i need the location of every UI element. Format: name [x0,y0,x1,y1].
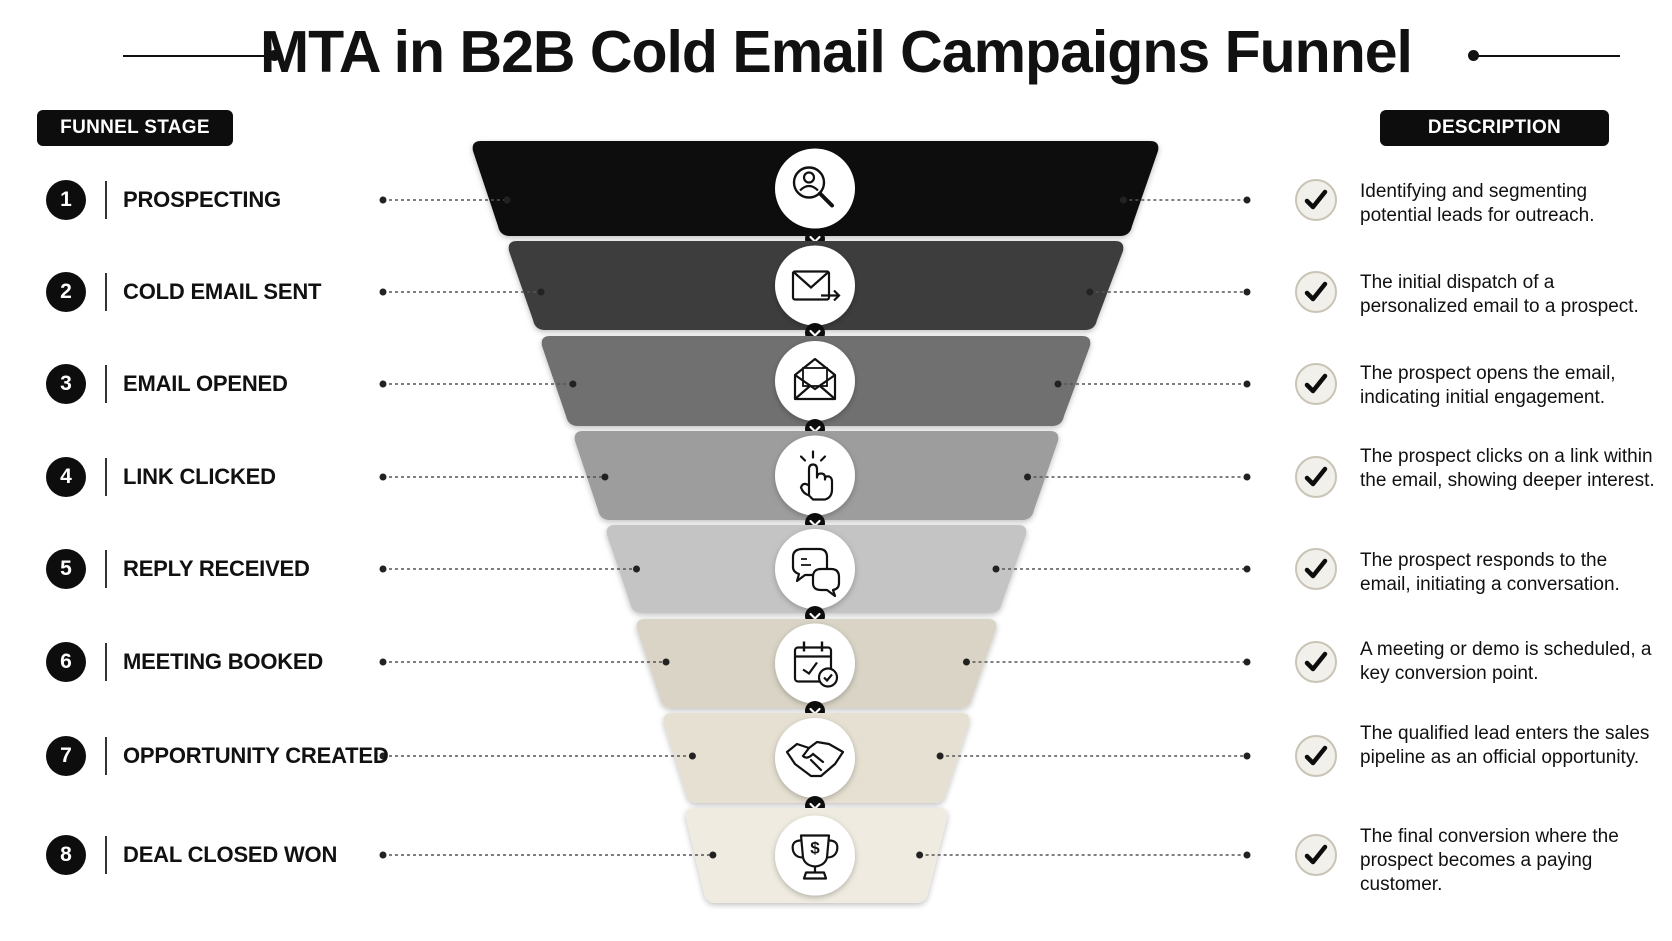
check-icon [1295,456,1337,498]
stage-number-5: 5 [46,549,86,589]
title-rule-left [123,55,275,57]
search-user-icon [775,148,855,229]
stage-separator [105,273,107,311]
stage-number-8: 8 [46,835,86,875]
stage-description-5: The prospect responds to the email, init… [1360,550,1620,595]
connector-right-dot-2 [1243,288,1251,296]
connector-right-dot-4 [1243,473,1251,481]
page-title: MTA in B2B Cold Email Campaigns Funnel [260,19,1413,85]
title-rule-right-dot [1468,50,1479,61]
connector-right-end-5 [992,565,1000,573]
stage-label-4: LINK CLICKED [123,464,276,489]
stage-label-7: OPPORTUNITY CREATED [123,743,389,768]
check-icon [1295,179,1337,221]
stage-separator [105,836,107,874]
connector-right-dot-6 [1243,658,1251,666]
stage-description-3: The prospect opens the email, indicating… [1360,363,1616,408]
connector-left-end-6 [662,658,670,666]
stage-description-1: Identifying and segmenting potential lea… [1360,181,1595,226]
connector-left-dot-3 [379,380,387,388]
trophy-dollar-icon: $ [775,815,855,896]
title-rule-right [1474,55,1620,57]
chat-bubbles-icon [775,529,855,609]
connector-left-dot-2 [379,288,387,296]
stage-separator [105,458,107,496]
connector-left-end-7 [688,752,696,760]
check-icon [1295,735,1337,777]
connector-left-dot-7 [379,752,387,760]
connector-right-dot-7 [1243,752,1251,760]
hand-click-icon [775,435,855,516]
connector-left-dot-5 [379,565,387,573]
connector-right-dot-5 [1243,565,1251,573]
stage-label-6: MEETING BOOKED [123,649,324,674]
handshake-icon [775,718,855,798]
title-rule-left-dot [269,50,280,61]
stage-number-3: 3 [46,364,86,404]
open-envelope-icon [775,341,855,421]
stage-separator [105,737,107,775]
connector-left-dot-8 [379,851,387,859]
connector-right-end-3 [1054,380,1062,388]
description-header: DESCRIPTION [1380,110,1609,146]
stage-separator [105,181,107,219]
calendar-check-icon [775,623,855,704]
connector-left-dot-6 [379,658,387,666]
connector-left-dot-4 [379,473,387,481]
connector-right-end-6 [962,658,970,666]
connector-right-dot-8 [1243,851,1251,859]
stage-number-1: 1 [46,180,86,220]
stage-number-2: 2 [46,272,86,312]
stage-number-7: 7 [46,736,86,776]
stage-separator [105,365,107,403]
check-icon [1295,834,1337,876]
stage-separator [105,550,107,588]
funnel-stage-header: FUNNEL STAGE [37,110,233,146]
connector-left-end-1 [503,196,511,204]
stage-label-3: EMAIL OPENED [123,371,288,396]
stage-description-7: The qualified lead enters the sales pipe… [1360,723,1650,768]
connector-left-end-3 [569,380,577,388]
stage-label-8: DEAL CLOSED WON [123,842,338,867]
stage-label-2: COLD EMAIL SENT [123,279,322,304]
check-icon [1295,363,1337,405]
svg-text:$: $ [810,839,820,858]
connector-left-end-4 [601,473,609,481]
check-icon [1295,641,1337,683]
connector-left-end-5 [633,565,640,573]
connector-right-end-4 [1024,473,1032,481]
stage-description-2: The initial dispatch of a personalized e… [1360,272,1639,317]
connector-left-end-8 [709,851,717,859]
stage-description-4: The prospect clicks on a link within the… [1360,446,1655,491]
connector-right-end-1 [1119,196,1127,204]
connector-left-dot-1 [379,196,387,204]
connector-right-dot-3 [1243,380,1251,388]
connector-right-end-8 [916,851,924,859]
stage-separator [105,643,107,681]
stage-label-5: REPLY RECEIVED [123,556,310,581]
connector-right-end-2 [1086,288,1094,296]
connector-left-end-2 [537,288,545,296]
stage-number-6: 6 [46,642,86,682]
stage-description-8: The final conversion where the prospect … [1360,826,1619,895]
stage-description-6: A meeting or demo is scheduled, a key co… [1360,639,1652,684]
stage-label-1: PROSPECTING [123,187,281,212]
check-icon [1295,548,1337,590]
email-send-icon [775,245,855,326]
stage-number-4: 4 [46,457,86,497]
connector-right-end-7 [936,752,944,760]
connector-right-dot-1 [1243,196,1251,204]
check-icon [1295,271,1337,313]
